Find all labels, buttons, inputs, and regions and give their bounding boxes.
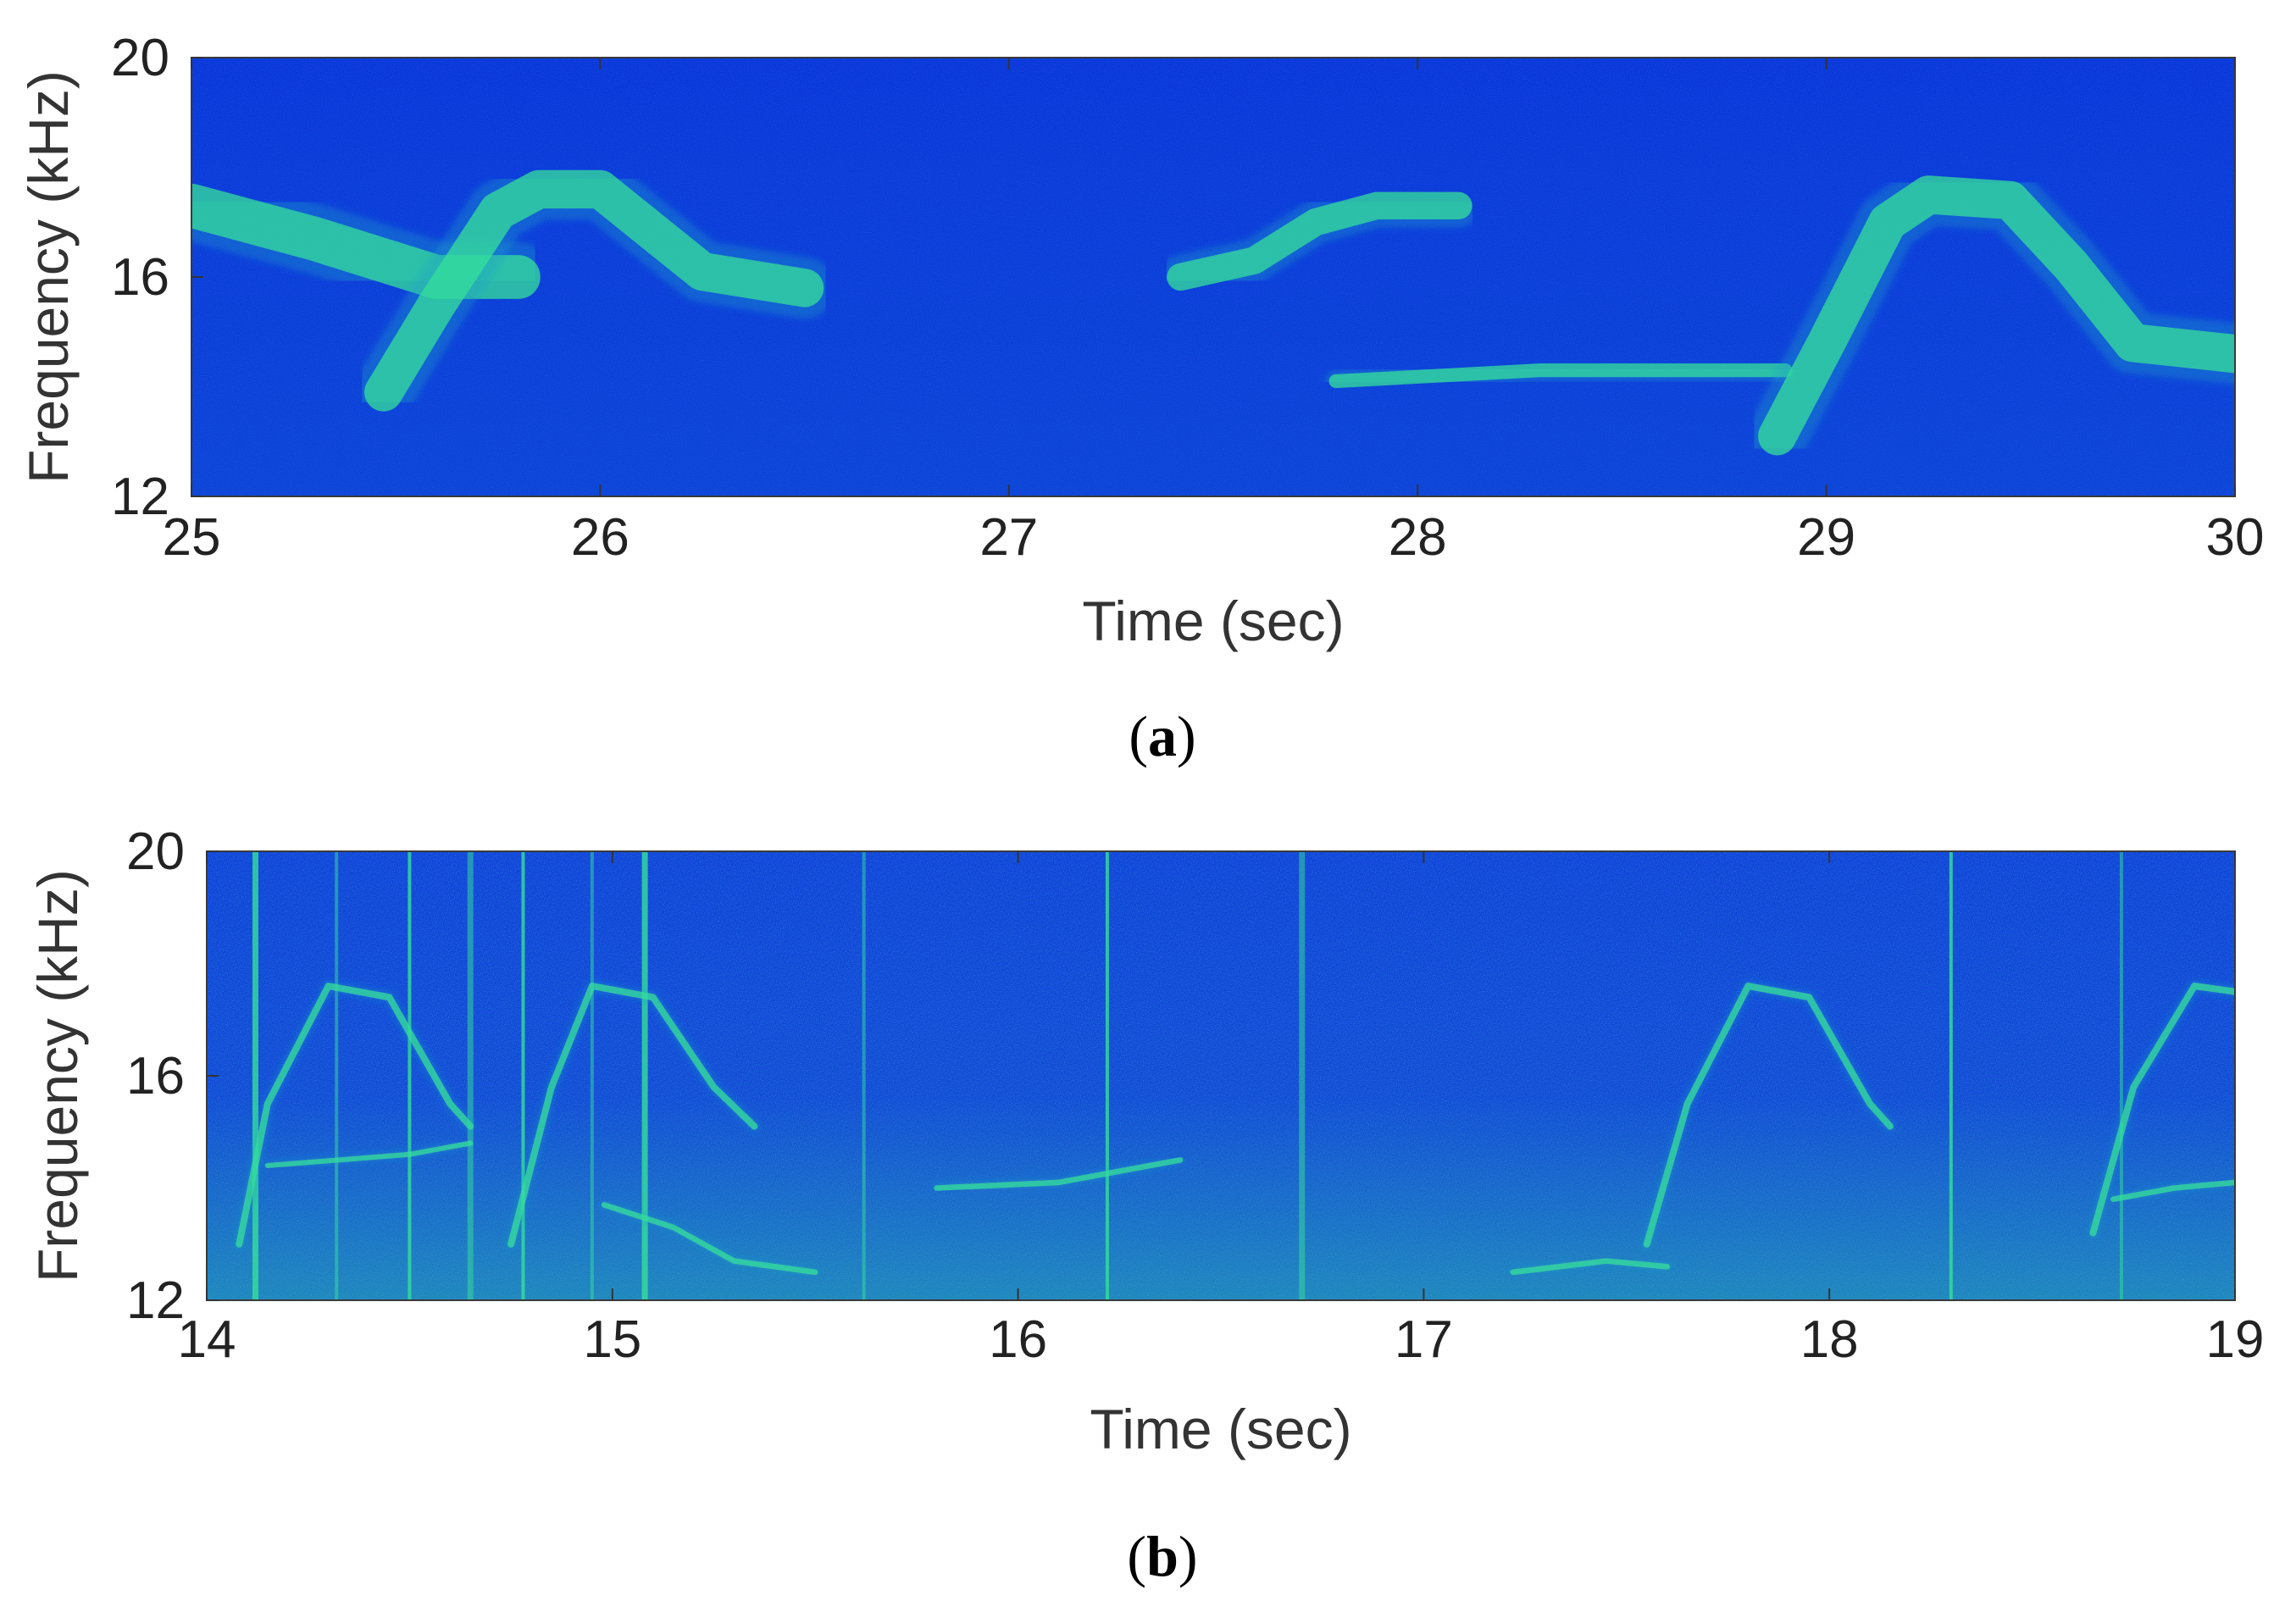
x-tick-label: 14 [178, 1310, 236, 1369]
y-tick-label: 20 [111, 29, 169, 87]
contour-group-a [191, 158, 2235, 468]
whistle-contour [2089, 983, 2235, 1237]
x-axis-label-b: Time (sec) [1090, 1398, 1351, 1460]
x-tick-label: 15 [583, 1310, 641, 1369]
whistle-contour [264, 1140, 474, 1168]
click-group-b [252, 851, 2123, 1300]
x-tick-label: 30 [2206, 508, 2265, 567]
spectrogram-panel-a: 25 26 27 28 29 30 12 16 20 Time (sec) Frequency … [17, 29, 2264, 768]
y-tick-label: 16 [111, 248, 169, 307]
panel-caption-a: (a) [1129, 704, 1195, 768]
whistle-contour [236, 983, 474, 1248]
whistle-contour [1328, 363, 1793, 389]
y-axis-label-b: Frequency (kHz) [26, 869, 89, 1282]
whistle-contour [1167, 191, 1472, 291]
x-tick-label: 29 [1797, 508, 1855, 567]
whistle-contour [1643, 983, 1894, 1248]
whistle-contour [1758, 175, 2235, 456]
whistle-contour [507, 983, 758, 1248]
whistle-contour [2110, 1179, 2235, 1203]
contour-group-b [233, 980, 2235, 1277]
y-tick-label: 20 [126, 823, 185, 881]
tick-group-b: 14 15 16 17 18 19 12 16 20 [126, 823, 2264, 1369]
x-tick-label: 18 [1800, 1310, 1859, 1369]
whistle-contour [934, 1157, 1184, 1191]
panel-letter-a: a [1148, 704, 1177, 768]
tick-group-a: 25 26 27 28 29 30 12 16 20 [111, 29, 2264, 567]
whistle-contour [364, 169, 824, 412]
x-tick-label: 27 [979, 508, 1038, 567]
y-tick-label: 16 [126, 1047, 185, 1105]
x-tick-label: 16 [989, 1310, 1047, 1369]
panel-letter-b: b [1146, 1524, 1179, 1588]
x-tick-label: 17 [1395, 1310, 1453, 1369]
spectrogram-panel-b: 14 15 16 17 18 19 12 16 20 Time (sec) Frequency … [26, 823, 2264, 1588]
panel-caption-b: (b) [1127, 1524, 1197, 1588]
x-tick-label: 19 [2206, 1310, 2265, 1369]
y-axis-label-a: Frequency (kHz) [17, 70, 80, 484]
x-tick-label: 28 [1389, 508, 1447, 567]
whistle-contour [1510, 1258, 1671, 1276]
x-tick-label: 26 [571, 508, 629, 567]
x-tick-label: 25 [163, 508, 221, 567]
y-tick-label: 12 [111, 468, 169, 526]
x-axis-label-a: Time (sec) [1082, 590, 1344, 652]
y-tick-label: 12 [126, 1271, 185, 1330]
whistle-contour [601, 1202, 818, 1276]
